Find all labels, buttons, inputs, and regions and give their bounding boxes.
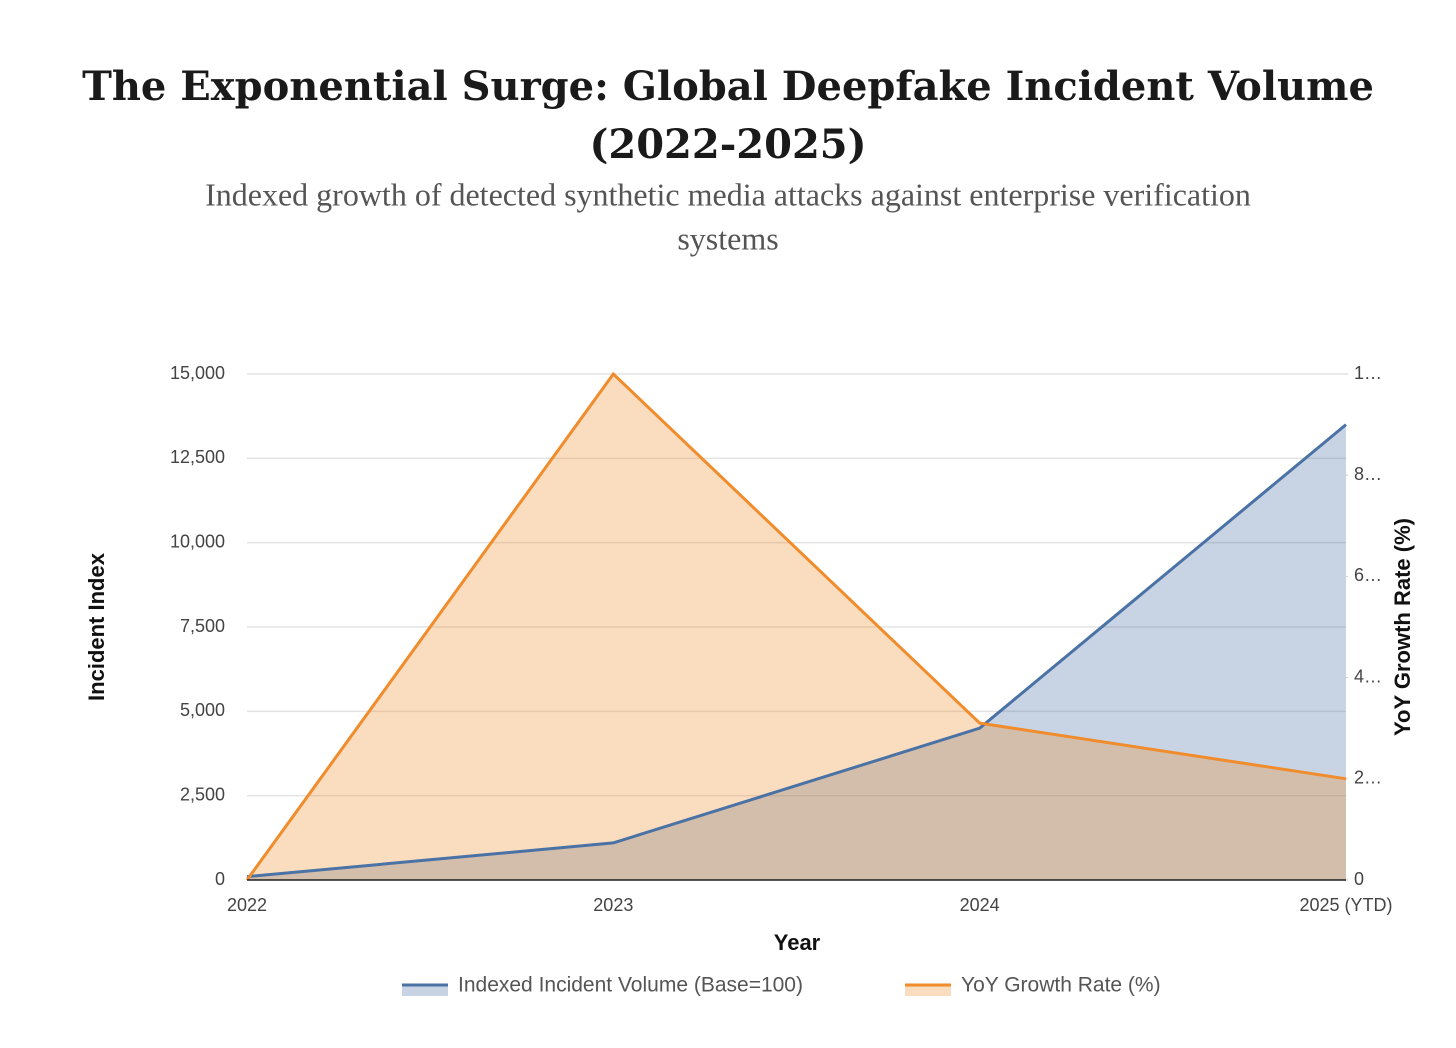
x-tick-label: 2022 bbox=[227, 895, 267, 915]
y2-tick-label: 2… bbox=[1354, 768, 1382, 788]
x-tick-label: 2025 (YTD) bbox=[1299, 895, 1392, 915]
y-tick-label: 2,500 bbox=[180, 784, 225, 804]
y-tick-label: 7,500 bbox=[180, 616, 225, 636]
legend-label: YoY Growth Rate (%) bbox=[961, 974, 1161, 997]
y-tick-label: 5,000 bbox=[180, 700, 225, 720]
y2-tick-label: 4… bbox=[1354, 666, 1382, 686]
x-axis-title: Year bbox=[774, 930, 821, 955]
x-tick-label: 2023 bbox=[593, 895, 633, 915]
y-axis-title: Incident Index bbox=[84, 552, 109, 701]
chart-subtitle: systems bbox=[677, 220, 778, 256]
y2-tick-label: 6… bbox=[1354, 565, 1382, 585]
chart-subtitle: Indexed growth of detected synthetic med… bbox=[205, 176, 1251, 212]
series-line bbox=[246, 423, 1347, 879]
legend-label: Indexed Incident Volume (Base=100) bbox=[458, 974, 803, 997]
y2-axis-title: YoY Growth Rate (%) bbox=[1390, 518, 1415, 736]
y2-tick-label: 8… bbox=[1354, 464, 1382, 484]
y2-tick-label: 1… bbox=[1354, 363, 1382, 383]
y2-tick-label: 0 bbox=[1354, 869, 1364, 889]
y-tick-label: 0 bbox=[215, 869, 225, 889]
y-tick-label: 15,000 bbox=[170, 363, 225, 383]
chart-title: (2022-2025) bbox=[589, 121, 866, 168]
y-tick-label: 12,500 bbox=[170, 447, 225, 467]
chart-title: The Exponential Surge: Global Deepfake I… bbox=[82, 63, 1374, 110]
y-tick-label: 10,000 bbox=[170, 531, 225, 551]
x-tick-label: 2024 bbox=[960, 895, 1000, 915]
series-line bbox=[245, 371, 1347, 881]
legend-swatch bbox=[402, 984, 448, 996]
area-fill bbox=[247, 424, 1346, 880]
legend-swatch bbox=[905, 984, 951, 996]
